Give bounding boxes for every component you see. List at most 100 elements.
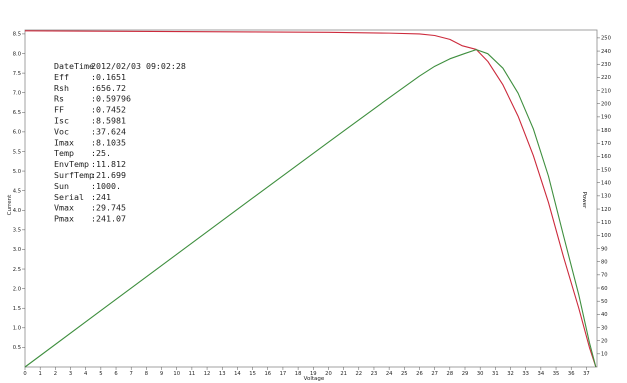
x-tick-label: 1 xyxy=(39,371,42,377)
x-tick-label: 23 xyxy=(371,371,378,377)
left-y-tick-label: 7.5 xyxy=(13,71,21,77)
info-value: :241.07 xyxy=(91,214,126,224)
left-y-tick-label: 2.5 xyxy=(13,267,21,273)
right-y-tick-label: 20 xyxy=(601,338,608,344)
info-value: :8.5981 xyxy=(91,116,126,126)
series-layer xyxy=(24,30,597,368)
info-key: Sun xyxy=(54,181,69,191)
info-value: :8.1035 xyxy=(91,137,126,147)
right-y-tick-label: 220 xyxy=(601,75,611,81)
x-tick-label: 9 xyxy=(160,371,163,377)
info-key: Imax xyxy=(54,137,74,147)
left-y-tick-label: 7.0 xyxy=(13,90,21,96)
x-tick-label: 16 xyxy=(264,371,271,377)
right-y-tick-label: 70 xyxy=(601,273,608,279)
left-y-tick-label: 0.5 xyxy=(13,345,21,351)
info-key: Rsh xyxy=(54,83,69,93)
right-y-tick-label: 130 xyxy=(601,194,611,200)
right-y-tick-label: 200 xyxy=(601,102,611,108)
x-tick-label: 31 xyxy=(492,371,499,377)
info-key: SurfTemp xyxy=(54,170,94,180)
info-key: Voc xyxy=(54,126,69,136)
info-value: :0.1651 xyxy=(91,72,126,82)
x-tick-label: 26 xyxy=(416,371,423,377)
info-value: 2012/02/03 09:02:28 xyxy=(91,61,186,71)
right-y-tick-label: 180 xyxy=(601,128,611,134)
x-tick-label: 30 xyxy=(477,371,484,377)
right-y-tick-label: 210 xyxy=(601,88,611,94)
power-curve xyxy=(24,49,597,368)
x-tick-label: 20 xyxy=(325,371,332,377)
right-y-tick-label: 150 xyxy=(601,167,611,173)
x-tick-label: 19 xyxy=(310,371,317,377)
current-curve xyxy=(24,30,597,368)
x-tick-label: 17 xyxy=(280,371,287,377)
left-axis-title: Current xyxy=(7,194,13,216)
x-tick-label: 25 xyxy=(401,371,408,377)
x-axis-tick-labels: 0 1 2 3 4 5 6 7 8 9 10 11 12 13 14 15 16 17 18 19 20 21 22 23 24… xyxy=(23,371,589,377)
info-value: :1000. xyxy=(91,181,121,191)
x-tick-label: 5 xyxy=(99,371,102,377)
x-tick-label: 37 xyxy=(583,371,590,377)
x-tick-label: 8 xyxy=(145,371,148,377)
axis-ticks xyxy=(22,33,600,370)
right-y-tick-label: 230 xyxy=(601,62,611,68)
plot-border xyxy=(24,29,598,368)
info-value: :21.699 xyxy=(91,170,126,180)
x-tick-label: 32 xyxy=(507,371,514,377)
right-y-tick-label: 250 xyxy=(601,36,611,42)
x-tick-label: 7 xyxy=(130,371,133,377)
info-key: FF xyxy=(54,105,64,115)
right-y-tick-label: 30 xyxy=(601,325,608,331)
right-y-tick-label: 160 xyxy=(601,154,611,160)
info-key: EnvTemp xyxy=(54,159,89,169)
right-y-tick-label: 10 xyxy=(601,352,608,358)
x-tick-label: 35 xyxy=(553,371,560,377)
right-y-tick-label: 40 xyxy=(601,312,608,318)
x-tick-label: 13 xyxy=(219,371,226,377)
right-y-tick-label: 100 xyxy=(601,233,611,239)
x-tick-label: 34 xyxy=(538,371,545,377)
x-tick-label: 36 xyxy=(568,371,575,377)
left-y-tick-label: 2.0 xyxy=(13,286,21,292)
right-y-tick-label: 90 xyxy=(601,246,608,252)
right-y-tick-label: 240 xyxy=(601,49,611,55)
x-tick-label: 12 xyxy=(204,371,211,377)
left-y-tick-label: 8.5 xyxy=(13,32,21,38)
left-y-tick-label: 6.0 xyxy=(13,130,21,136)
x-tick-label: 0 xyxy=(23,371,26,377)
x-tick-label: 28 xyxy=(447,371,454,377)
right-y-tick-label: 80 xyxy=(601,259,608,265)
x-tick-label: 6 xyxy=(114,371,117,377)
info-value: :656.72 xyxy=(91,83,126,93)
info-value: :29.745 xyxy=(91,203,126,213)
plot-frame xyxy=(24,29,598,368)
x-tick-label: 27 xyxy=(431,371,438,377)
info-key: DateTime xyxy=(54,61,94,71)
right-y-tick-label: 120 xyxy=(601,207,611,213)
x-tick-label: 15 xyxy=(249,371,256,377)
info-value: :25. xyxy=(91,148,111,158)
left-y-tick-label: 3.0 xyxy=(13,247,21,253)
left-y-tick-label: 5.0 xyxy=(13,169,21,175)
right-y-tick-label: 170 xyxy=(601,141,611,147)
x-tick-label: 11 xyxy=(189,371,196,377)
x-axis-title: Voltage xyxy=(304,376,325,382)
info-key: Temp xyxy=(54,148,74,158)
left-y-tick-label: 5.5 xyxy=(13,149,21,155)
left-y-tick-label: 3.5 xyxy=(13,228,21,234)
x-tick-label: 18 xyxy=(295,371,302,377)
x-tick-label: 22 xyxy=(355,371,362,377)
left-axis-tick-labels: 0.5 1.0 1.5 2.0 2.5 3.0 3.5 4.0 4.5 5.0 5.5 6.0 6.5 7… xyxy=(13,32,21,351)
info-value: :11.812 xyxy=(91,159,126,169)
info-value: :241 xyxy=(91,192,111,202)
info-key: Isc xyxy=(54,116,69,126)
left-y-tick-label: 6.5 xyxy=(13,110,21,116)
x-tick-label: 33 xyxy=(522,371,529,377)
x-tick-label: 3 xyxy=(69,371,72,377)
info-key: Serial xyxy=(54,192,84,202)
x-tick-label: 14 xyxy=(234,371,241,377)
right-y-tick-label: 140 xyxy=(601,181,611,187)
